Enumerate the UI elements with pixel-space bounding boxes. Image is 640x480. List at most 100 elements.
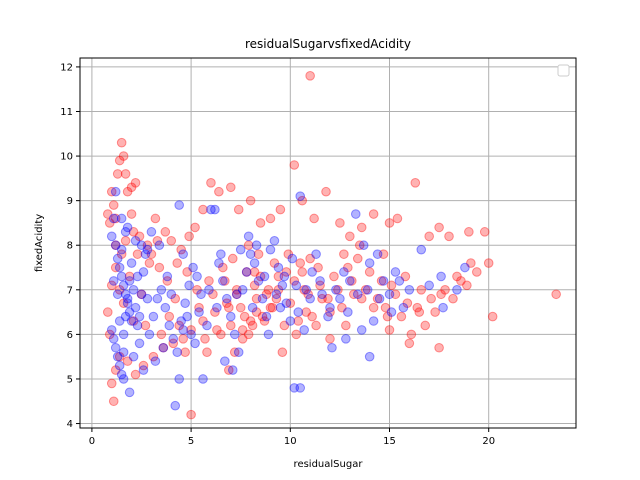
scatter-point	[112, 351, 123, 362]
scatter-point	[273, 262, 284, 273]
scatter-point	[186, 329, 196, 340]
scatter-point	[120, 311, 131, 322]
scatter-point	[142, 293, 153, 304]
y-tick-label: 7	[67, 285, 73, 296]
scatter-point	[227, 365, 238, 375]
scatter-point	[130, 369, 141, 380]
scatter-point	[132, 320, 143, 331]
scatter-point	[307, 267, 317, 277]
scatter-point	[247, 320, 258, 331]
scatter-point	[261, 311, 272, 322]
scatter-point	[130, 235, 141, 246]
scatter-point	[184, 231, 194, 242]
scatter-point	[116, 369, 127, 380]
scatter-point	[271, 293, 282, 304]
scatter-point	[118, 329, 129, 340]
scatter-point	[299, 325, 309, 335]
scatter-point	[390, 289, 401, 300]
x-tick-label: 10	[284, 436, 297, 447]
scatter-point	[176, 244, 186, 255]
scatter-point	[146, 249, 157, 259]
scatter-point	[291, 280, 302, 291]
scatter-point	[331, 285, 341, 295]
scatter-point	[148, 311, 159, 322]
scatter-point	[311, 320, 321, 331]
scatter-point	[386, 280, 397, 291]
scatter-point	[156, 285, 167, 295]
scatter-point	[245, 316, 256, 326]
scatter-point	[416, 244, 427, 255]
scatter-point	[168, 334, 179, 344]
scatter-point	[106, 378, 117, 389]
scatter-point	[140, 320, 151, 331]
scatter-point	[420, 320, 431, 331]
scatter-point	[414, 307, 425, 317]
scatter-point	[483, 258, 494, 268]
scatter-points	[102, 71, 561, 420]
scatter-point	[327, 342, 337, 353]
grid	[80, 58, 576, 428]
scatter-point	[317, 293, 327, 304]
x-tick-label: 0	[89, 436, 95, 447]
scatter-point	[434, 222, 444, 233]
scatter-point	[225, 320, 236, 331]
scatter-point	[436, 271, 446, 282]
scatter-point	[277, 280, 288, 291]
scatter-point	[178, 249, 188, 259]
scatter-point	[325, 334, 335, 344]
scatter-point	[212, 302, 222, 313]
scatter-point	[249, 267, 260, 277]
scatter-point	[110, 186, 121, 197]
scatter-point	[229, 347, 240, 358]
scatter-point	[456, 276, 466, 286]
scatter-point	[214, 258, 224, 268]
scatter-point	[114, 360, 125, 371]
scatter-point	[265, 302, 276, 313]
scatter-point	[229, 329, 240, 340]
y-tick-label: 4	[67, 419, 73, 430]
scatter-point	[347, 276, 357, 286]
y-tick-label: 12	[60, 62, 73, 73]
scatter-point	[114, 285, 125, 295]
scatter-point	[323, 311, 333, 322]
scatter-point	[400, 271, 411, 282]
scatter-point	[251, 293, 262, 304]
scatter-point	[253, 276, 264, 286]
scatter-point	[192, 285, 202, 295]
scatter-point	[235, 302, 246, 313]
scatter-point	[275, 302, 286, 313]
y-axis-label: fixedAcidity	[34, 214, 45, 272]
y-tick-label: 6	[67, 330, 73, 341]
scatter-point	[329, 271, 339, 282]
scatter-point	[412, 302, 423, 313]
scatter-point	[138, 360, 149, 371]
scatter-point	[444, 231, 454, 242]
scatter-point	[325, 302, 335, 313]
scatter-point	[110, 262, 121, 273]
scatter-point	[289, 383, 300, 393]
scatter-point	[339, 267, 349, 277]
scatter-point	[368, 302, 379, 313]
scatter-point	[106, 325, 117, 335]
scatter-point	[384, 289, 395, 300]
scatter-point	[204, 285, 214, 295]
scatter-point	[220, 356, 230, 366]
scatter-point	[333, 285, 343, 295]
scatter-point	[289, 276, 300, 286]
scatter-point	[178, 325, 188, 335]
scatter-point	[380, 302, 391, 313]
scatter-point	[279, 271, 290, 282]
scatter-point	[136, 240, 147, 251]
scatter-point	[398, 302, 409, 313]
scatter-point	[108, 200, 119, 210]
scatter-point	[190, 222, 200, 233]
scatter-point	[233, 204, 244, 215]
scatter-point	[124, 276, 135, 286]
scatter-point	[114, 351, 125, 362]
scatter-point	[362, 285, 373, 295]
scatter-point	[206, 178, 216, 188]
scatter-point	[273, 271, 284, 282]
scatter-point	[364, 258, 375, 268]
scatter-point	[354, 240, 365, 251]
